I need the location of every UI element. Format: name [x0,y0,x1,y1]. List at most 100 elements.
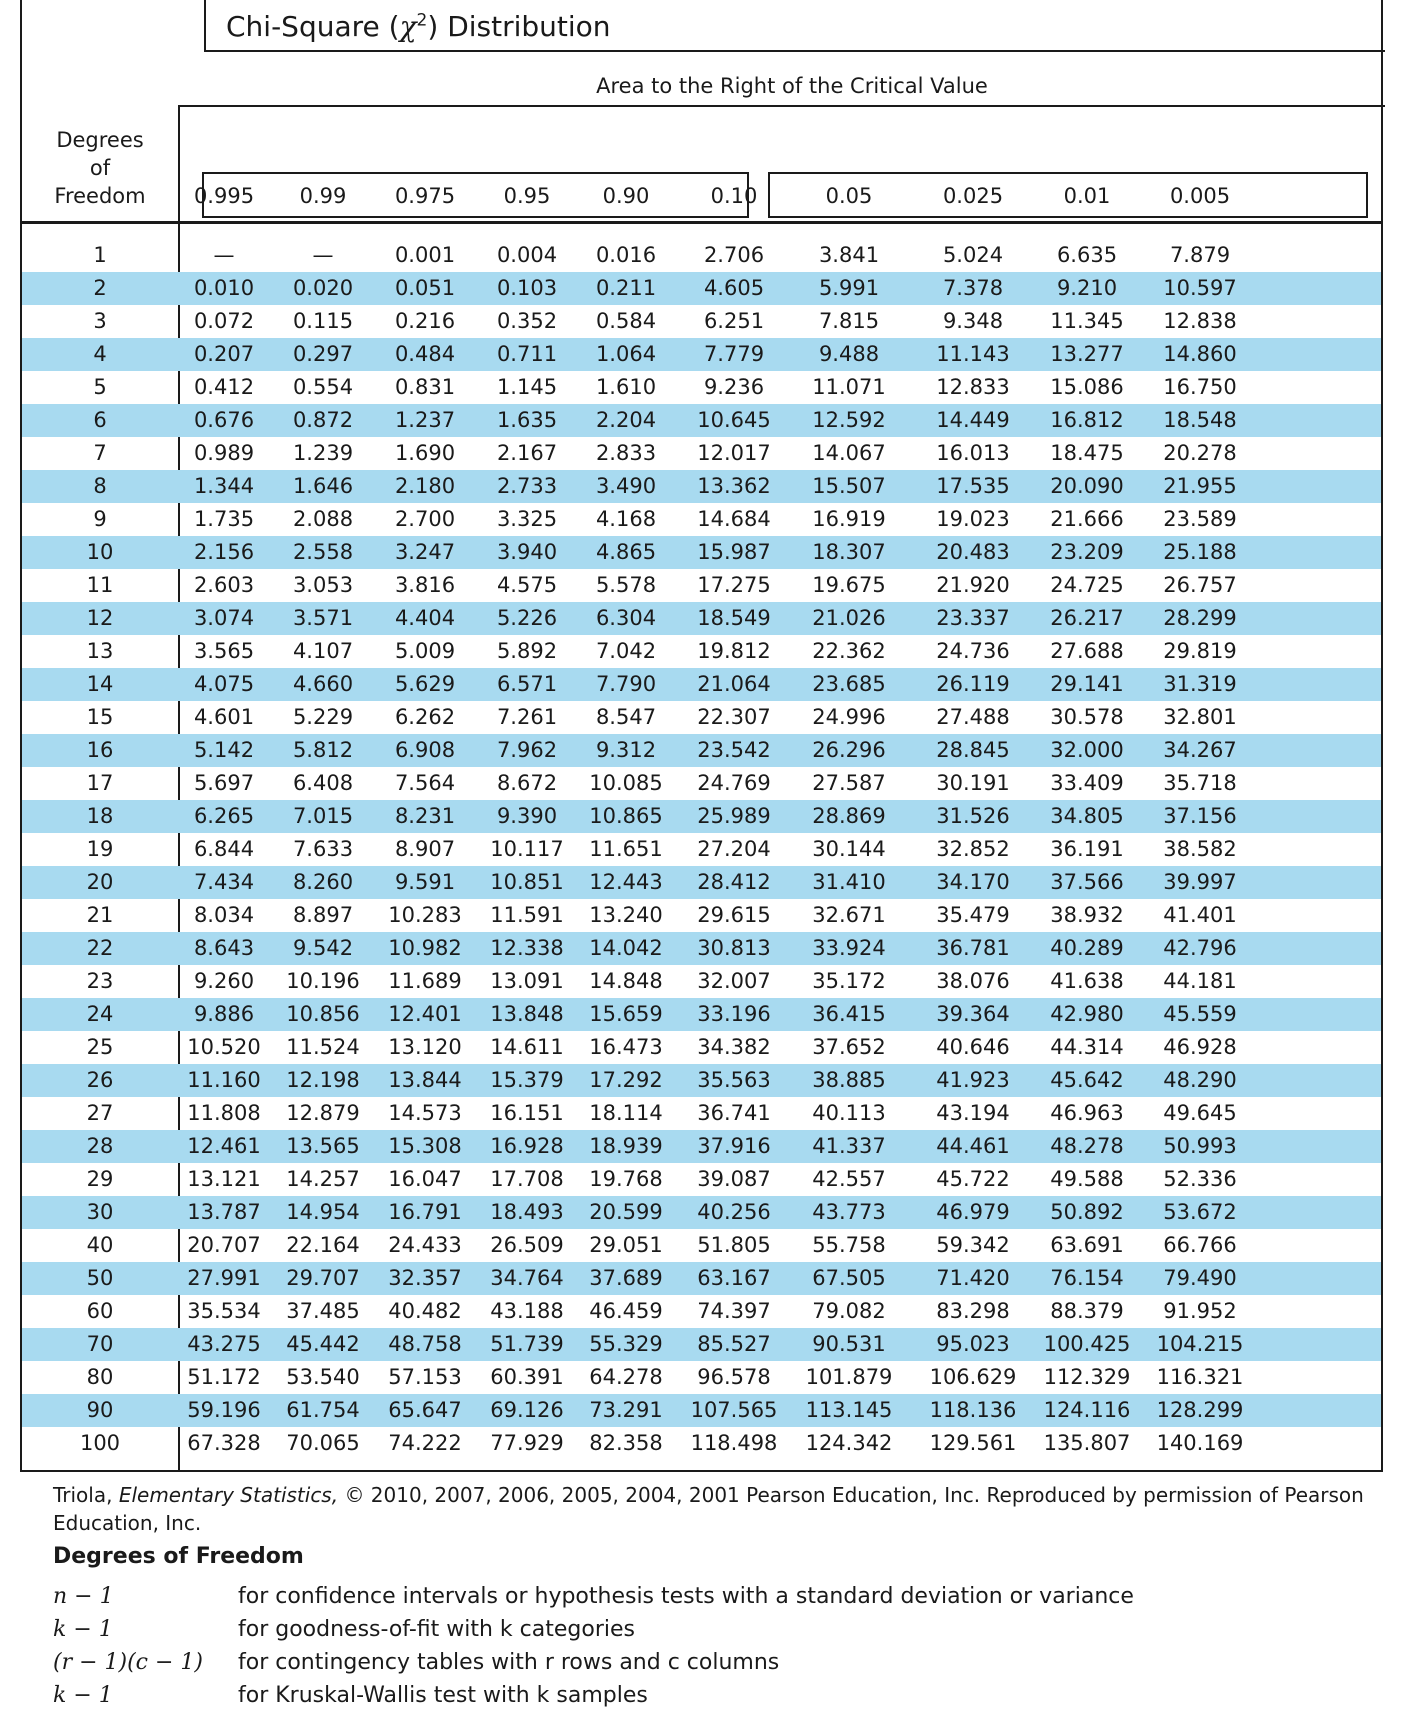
df-cell: 27 [86,1101,114,1125]
credit-text: © 2010, 2007, 2006, 2005, 2004, 2001 Pea… [53,1483,1364,1535]
value-cell: 0.072 [193,309,255,333]
value-cell: 34.805 [1050,804,1124,828]
value-cell: 10.283 [388,903,462,927]
title-suffix: ) Distribution [427,10,611,43]
table-row: 29 13.121 14.257 16.047 17.708 19.768 39.087 42… [22,1163,1381,1196]
value-cell: 5.024 [942,243,1004,267]
value-cell: 3.247 [394,540,456,564]
df-cell: 28 [86,1134,114,1158]
value-cell: 9.210 [1056,276,1118,300]
credit-author: Triola, [53,1483,119,1507]
value-cell: 6.408 [292,771,354,795]
credit-book-title: Elementary Statistics, [118,1483,339,1507]
value-cell: 18.549 [697,606,771,630]
value-cell: 23.209 [1050,540,1124,564]
df-formula: k − 1 [53,1617,113,1642]
value-cell: 13.848 [490,1002,564,1026]
value-cell: 40.113 [812,1101,886,1125]
value-cell: 118.498 [690,1431,778,1455]
value-cell: 2.204 [595,408,657,432]
value-cell: 4.575 [496,573,558,597]
df-label-line: Degrees [56,128,144,152]
value-cell: 51.172 [187,1365,261,1389]
value-cell: 6.635 [1056,243,1118,267]
value-cell: 79.490 [1163,1266,1237,1290]
value-cell: 39.087 [697,1167,771,1191]
title-box: Chi-Square (χ2) Distribution [204,0,1385,52]
value-cell: 9.312 [595,738,657,762]
value-cell: 2.833 [595,441,657,465]
table-row: 15 4.601 5.229 6.262 7.261 8.547 22.307 24.996 2… [22,701,1381,734]
table-row: 7 0.989 1.239 1.690 2.167 2.833 12.017 14.067 16… [22,437,1381,470]
df-cell: 4 [93,342,107,366]
value-cell: 9.236 [703,375,765,399]
table-row: 90 59.196 61.754 65.647 69.126 73.291 107.565 1… [22,1394,1381,1427]
value-cell: 30.144 [812,837,886,861]
df-cell: 30 [86,1200,114,1224]
value-cell: 57.153 [388,1365,462,1389]
df-label-line: Freedom [54,184,146,208]
value-cell: 3.565 [193,639,255,663]
value-cell: 32.000 [1050,738,1124,762]
table-row: 22 8.643 9.542 10.982 12.338 14.042 30.813 33.9… [22,932,1381,965]
value-cell: 11.591 [490,903,564,927]
value-cell: 32.852 [936,837,1010,861]
value-cell: 9.348 [942,309,1004,333]
value-cell: 4.605 [703,276,765,300]
df-cell: 21 [86,903,114,927]
value-cell: 35.718 [1163,771,1237,795]
value-cell: 16.791 [388,1200,462,1224]
value-cell: 40.646 [936,1035,1010,1059]
value-cell: 2.706 [703,243,765,267]
value-cell: 21.026 [812,606,886,630]
table-row: 23 9.260 10.196 11.689 13.091 14.848 32.007 35.… [22,965,1381,998]
value-cell: 6.304 [595,606,657,630]
value-cell: 7.015 [292,804,354,828]
value-cell: 37.566 [1050,870,1124,894]
df-description: for Kruskal-Wallis test with k samples [238,1683,648,1708]
value-cell: 26.296 [812,738,886,762]
value-cell: 3.841 [818,243,880,267]
value-cell: 34.267 [1163,738,1237,762]
value-cell: 50.993 [1163,1134,1237,1158]
df-definition: (r − 1)(c − 1) for contingency tables wit… [53,1649,1388,1682]
value-cell: 14.860 [1163,342,1237,366]
value-cell: 4.865 [595,540,657,564]
df-cell: 25 [86,1035,114,1059]
value-cell: 6.265 [193,804,255,828]
df-cell: 6 [93,408,107,432]
table-row: 14 4.075 4.660 5.629 6.571 7.790 21.064 23.685 2… [22,668,1381,701]
value-cell: 7.815 [818,309,880,333]
table-row: 60 35.534 37.485 40.482 43.188 46.459 74.397 79… [22,1295,1381,1328]
value-cell: 7.564 [394,771,456,795]
value-cell: 12.017 [697,441,771,465]
value-cell: 8.034 [193,903,255,927]
value-cell: 14.042 [589,936,663,960]
value-cell: 35.172 [812,969,886,993]
df-label-line: of [89,156,111,180]
value-cell: 0.016 [595,243,657,267]
value-cell: 6.262 [394,705,456,729]
value-cell: 11.160 [187,1068,261,1092]
value-cell: 26.509 [490,1233,564,1257]
table-row: 21 8.034 8.897 10.283 11.591 13.240 29.615 32.6… [22,899,1381,932]
value-cell: 24.769 [697,771,771,795]
value-cell: 7.962 [496,738,558,762]
value-cell: 11.071 [812,375,886,399]
value-cell: 95.023 [936,1332,1010,1356]
value-cell: 14.067 [812,441,886,465]
value-cell: 20.278 [1163,441,1237,465]
value-cell: 15.659 [589,1002,663,1026]
value-cell: 76.154 [1050,1266,1124,1290]
value-cell: 33.924 [812,936,886,960]
value-cell: 5.892 [496,639,558,663]
value-cell: 39.997 [1163,870,1237,894]
value-cell: 18.114 [589,1101,663,1125]
value-cell: 1.635 [496,408,558,432]
df-cell: 1 [93,243,107,267]
value-cell: 13.120 [388,1035,462,1059]
value-cell: 30.191 [936,771,1010,795]
value-cell: 37.689 [589,1266,663,1290]
value-cell: 17.535 [936,474,1010,498]
df-cell: 5 [93,375,107,399]
